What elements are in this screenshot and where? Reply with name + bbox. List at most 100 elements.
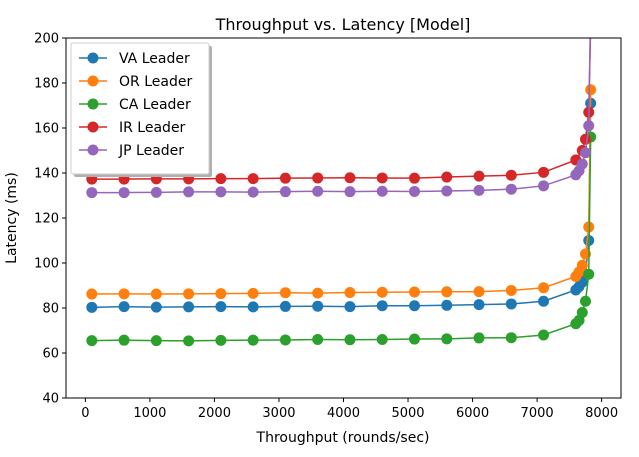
x-tick-label: 6000	[456, 406, 489, 421]
legend: VA Leader OR Leader CA Leader IR Leader JP L…	[70, 42, 212, 177]
data-point-jp-leader	[538, 180, 550, 192]
x-tick-label: 0	[81, 406, 89, 421]
data-point-ir-leader	[538, 166, 550, 178]
data-point-jp-leader	[505, 183, 517, 195]
data-point-jp-leader	[344, 186, 356, 198]
data-point-va-leader	[473, 299, 485, 311]
data-point-ca-leader	[538, 329, 550, 341]
legend-swatch-marker	[87, 75, 99, 87]
data-point-ca-leader	[118, 334, 130, 346]
x-tick-label: 7000	[521, 406, 554, 421]
series-layer	[86, 0, 597, 347]
data-point-ir-leader	[344, 172, 356, 184]
legend-label: IR Leader	[119, 120, 186, 136]
y-tick-label: 180	[34, 77, 59, 92]
data-point-ir-leader	[312, 172, 324, 184]
data-point-ir-leader	[408, 172, 420, 184]
legend-label: VA Leader	[119, 51, 190, 67]
y-axis: 40 60 80 100 120 140 160 180 200	[34, 32, 66, 407]
data-point-va-leader	[344, 301, 356, 313]
data-point-jp-leader	[150, 186, 162, 198]
legend-item-ir-leader: IR Leader	[79, 120, 186, 136]
data-point-ca-leader	[576, 307, 588, 318]
legend-swatch-marker	[87, 121, 99, 133]
y-tick-label: 120	[34, 212, 59, 227]
chart-title: Throughput vs. Latency [Model]	[215, 15, 471, 34]
legend-item-jp-leader: JP Leader	[79, 143, 184, 159]
x-tick-label: 1000	[133, 406, 166, 421]
data-point-or-leader	[279, 287, 291, 299]
data-point-ir-leader	[215, 173, 227, 185]
data-point-or-leader	[247, 287, 259, 299]
data-point-jp-leader	[585, 0, 596, 10]
data-point-ir-leader	[473, 170, 485, 182]
data-point-or-leader	[376, 286, 388, 298]
series-va-leader	[86, 97, 597, 313]
series-jp-leader	[86, 0, 596, 199]
data-point-va-leader	[183, 301, 195, 313]
data-point-ir-leader	[580, 133, 592, 145]
data-point-ca-leader	[344, 334, 356, 346]
data-point-ca-leader	[505, 332, 517, 344]
data-point-ca-leader	[473, 332, 485, 344]
data-point-ca-leader	[183, 335, 195, 347]
data-point-va-leader	[312, 300, 324, 312]
y-tick-label: 60	[42, 347, 59, 362]
data-point-or-leader	[441, 286, 453, 298]
data-point-va-leader	[376, 300, 388, 312]
data-point-va-leader	[150, 301, 162, 313]
y-axis-label: Latency (ms)	[4, 172, 20, 264]
data-point-or-leader	[344, 286, 356, 298]
legend-label: JP Leader	[118, 143, 184, 159]
data-point-or-leader	[312, 287, 324, 299]
data-point-ca-leader	[580, 295, 592, 307]
legend-label: OR Leader	[119, 74, 192, 90]
data-point-ca-leader	[312, 334, 324, 345]
y-tick-label: 100	[34, 257, 59, 272]
data-point-va-leader	[215, 301, 227, 313]
data-point-jp-leader	[583, 120, 595, 132]
data-point-or-leader	[118, 288, 130, 300]
data-point-jp-leader	[183, 186, 195, 198]
y-tick-label: 40	[42, 392, 59, 407]
y-tick-label: 160	[34, 122, 59, 137]
data-point-jp-leader	[473, 184, 485, 196]
data-point-jp-leader	[86, 187, 98, 199]
data-point-ca-leader	[150, 335, 162, 347]
data-point-or-leader	[150, 288, 162, 300]
x-tick-label: 3000	[262, 406, 295, 421]
data-point-va-leader	[279, 300, 291, 312]
data-point-or-leader	[538, 282, 550, 294]
data-point-ir-leader	[247, 173, 259, 185]
data-point-or-leader	[408, 286, 420, 298]
x-axis: 0 1000 2000 3000 4000 5000 6000 7000 8000	[81, 398, 618, 421]
y-tick-label: 140	[34, 167, 59, 182]
y-tick-label: 80	[42, 302, 59, 317]
x-tick-label: 2000	[198, 406, 231, 421]
data-point-or-leader	[576, 259, 588, 271]
legend-swatch-marker	[87, 52, 99, 64]
legend-box	[70, 42, 210, 175]
legend-label: CA Leader	[119, 97, 191, 113]
y-tick-label: 200	[34, 32, 59, 47]
data-point-ir-leader	[376, 172, 388, 184]
data-point-ca-leader	[408, 333, 420, 345]
series-ca-leader	[86, 131, 597, 347]
legend-swatch-marker	[87, 144, 99, 156]
data-point-va-leader	[408, 300, 420, 312]
data-point-va-leader	[505, 298, 517, 310]
data-point-va-leader	[441, 299, 453, 311]
data-point-or-leader	[473, 286, 485, 298]
data-point-ir-leader	[505, 169, 517, 181]
x-tick-label: 4000	[327, 406, 360, 421]
data-point-va-leader	[86, 301, 98, 313]
data-point-jp-leader	[118, 187, 130, 199]
data-point-jp-leader	[580, 147, 592, 159]
data-point-ca-leader	[441, 333, 453, 345]
data-point-ca-leader	[583, 268, 595, 280]
x-tick-label: 5000	[391, 406, 424, 421]
data-point-ca-leader	[279, 334, 291, 346]
legend-item-or-leader: OR Leader	[79, 74, 192, 90]
legend-item-ca-leader: CA Leader	[79, 97, 191, 113]
